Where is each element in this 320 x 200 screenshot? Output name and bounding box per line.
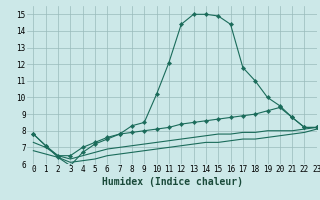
X-axis label: Humidex (Indice chaleur): Humidex (Indice chaleur)	[101, 177, 243, 187]
